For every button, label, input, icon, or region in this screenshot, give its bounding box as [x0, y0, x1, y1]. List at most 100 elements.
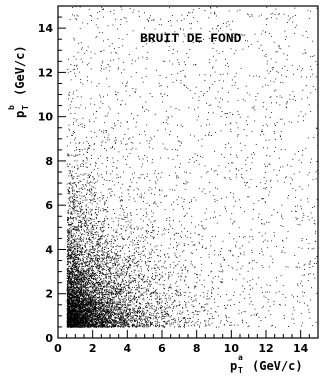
scatter-point [188, 11, 190, 13]
scatter-point [82, 280, 84, 282]
scatter-point [68, 291, 69, 293]
scatter-point [96, 326, 97, 328]
scatter-point [177, 323, 179, 325]
scatter-point [114, 91, 116, 93]
scatter-point [116, 309, 118, 310]
scatter-point [121, 8, 123, 10]
scatter-point [189, 292, 191, 293]
scatter-point [214, 301, 216, 303]
scatter-point [74, 278, 76, 280]
scatter-point [249, 236, 251, 238]
scatter-point [107, 273, 108, 275]
scatter-point [70, 235, 72, 237]
scatter-point [146, 285, 148, 287]
scatter-point [128, 284, 130, 285]
scatter-point [168, 175, 170, 177]
scatter-point [149, 321, 151, 323]
scatter-point [271, 102, 272, 104]
scatter-point [88, 323, 90, 325]
scatter-point [96, 324, 97, 326]
scatter-point [68, 225, 70, 227]
scatter-point [206, 102, 207, 104]
scatter-point [219, 74, 221, 75]
scatter-point [108, 319, 110, 320]
scatter-point [124, 319, 125, 320]
scatter-point [76, 311, 78, 312]
scatter-point [101, 235, 102, 237]
scatter-point [125, 275, 127, 276]
scatter-point [98, 255, 100, 257]
scatter-point [148, 219, 150, 221]
scatter-point [90, 211, 92, 213]
scatter-point [68, 224, 69, 226]
scatter-point [159, 189, 161, 191]
scatter-point [74, 265, 75, 267]
scatter-point [103, 287, 105, 288]
scatter-point [84, 301, 86, 303]
scatter-point [78, 294, 80, 296]
scatter-point [218, 101, 220, 103]
scatter-point [83, 224, 85, 226]
scatter-point [78, 307, 80, 309]
scatter-point [121, 274, 123, 276]
scatter-point [98, 245, 100, 247]
scatter-point [307, 280, 309, 281]
scatter-point [77, 96, 79, 98]
scatter-point [68, 289, 69, 291]
scatter-point [127, 238, 128, 240]
scatter-point [134, 92, 136, 93]
scatter-point [288, 19, 290, 21]
scatter-point [95, 209, 97, 211]
scatter-point [72, 270, 74, 272]
scatter-point [136, 250, 137, 252]
scatter-point [77, 276, 79, 277]
scatter-point [95, 305, 97, 306]
scatter-point [99, 313, 101, 315]
scatter-point [126, 285, 128, 286]
scatter-point [73, 37, 75, 39]
scatter-point [299, 224, 301, 226]
scatter-point [266, 6, 268, 8]
scatter-point [74, 289, 75, 291]
scatter-point [115, 261, 117, 263]
scatter-point [77, 290, 78, 291]
scatter-point [93, 315, 95, 317]
scatter-point [312, 73, 314, 75]
scatter-point [181, 142, 183, 144]
scatter-point [131, 260, 133, 262]
scatter-point [137, 228, 138, 230]
scatter-point [159, 325, 161, 327]
scatter-point [72, 218, 74, 220]
scatter-point [165, 77, 167, 78]
scatter-point [141, 280, 143, 282]
scatter-point [99, 312, 100, 314]
scatter-point [115, 282, 116, 284]
scatter-point [106, 255, 108, 256]
scatter-point [104, 274, 106, 276]
scatter-point [246, 322, 247, 324]
scatter-point [121, 323, 123, 325]
scatter-point [183, 250, 185, 252]
scatter-point [189, 23, 191, 25]
scatter-point [171, 302, 173, 304]
scatter-point [87, 295, 89, 296]
scatter-point [122, 299, 124, 300]
scatter-point [123, 238, 125, 239]
scatter-point [102, 292, 103, 294]
scatter-point [108, 257, 110, 259]
scatter-point [130, 290, 132, 292]
scatter-point [135, 278, 137, 280]
scatter-point [84, 222, 86, 224]
scatter-point [100, 272, 101, 274]
scatter-point [209, 87, 211, 88]
scatter-point [129, 287, 131, 289]
scatter-point [76, 89, 78, 91]
scatter-point [109, 271, 111, 273]
scatter-point [189, 202, 190, 204]
scatter-point [148, 189, 150, 191]
scatter-point [87, 292, 89, 294]
scatter-point [79, 304, 80, 306]
scatter-point [72, 257, 74, 258]
scatter-point [131, 255, 133, 257]
scatter-point [105, 306, 107, 308]
